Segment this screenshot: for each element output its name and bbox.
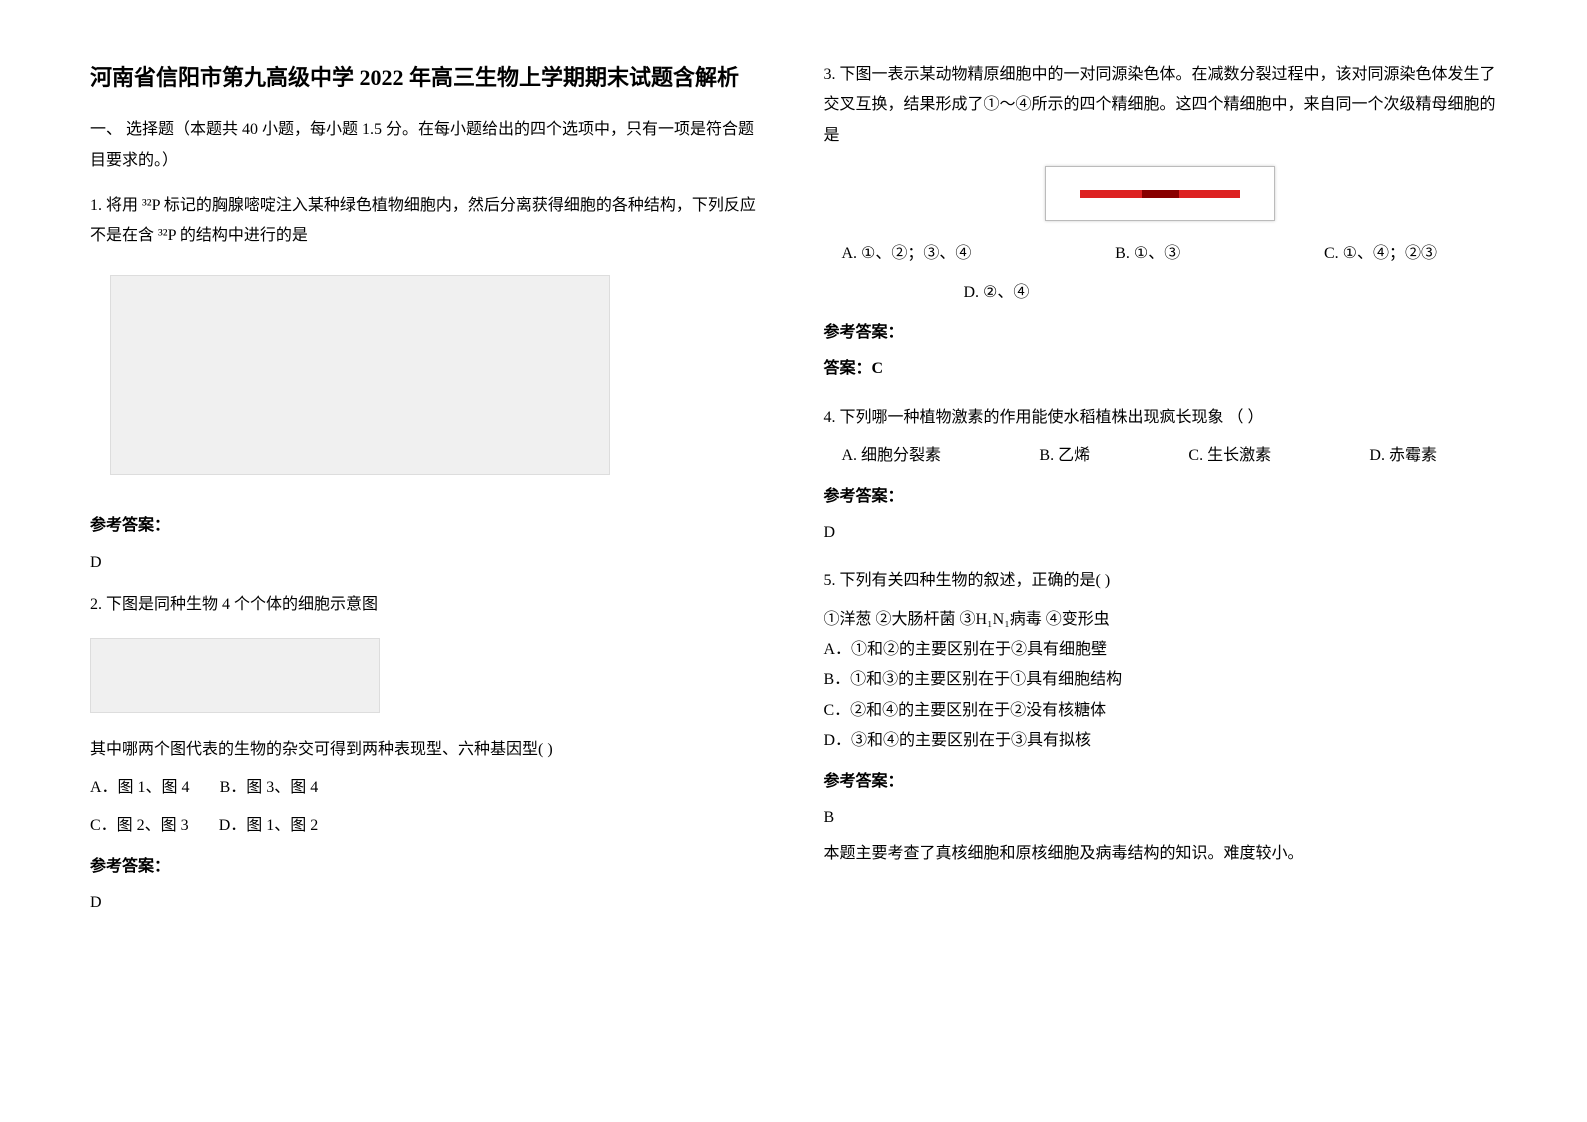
right-column: 3. 下图一表示某动物精原细胞中的一对同源染色体。在减数分裂过程中，该对同源染色…: [824, 60, 1498, 1062]
document-title: 河南省信阳市第九高级中学 2022 年高三生物上学期期末试题含解析: [90, 60, 764, 95]
q5-optC: C．②和④的主要区别在于②没有核糖体: [824, 696, 1498, 726]
q4-optA: A. 细胞分裂素: [842, 441, 942, 471]
q5-ref: 参考答案：: [824, 767, 1498, 797]
section-header: 一、 选择题（本题共 40 小题，每小题 1.5 分。在每小题给出的四个选项中，…: [90, 115, 764, 176]
question-4: 4. 下列哪一种植物激素的作用能使水稻植株出现疯长现象 （ ） A. 细胞分裂素…: [824, 403, 1498, 549]
q3-optC: C. ①、④；②③: [1324, 239, 1437, 269]
q3-text: 3. 下图一表示某动物精原细胞中的一对同源染色体。在减数分裂过程中，该对同源染色…: [824, 60, 1498, 151]
q4-optB: B. 乙烯: [1039, 441, 1090, 471]
q3-optA: A. ①、②；③、④: [842, 239, 972, 269]
q2-optC: C．图 2、图 3: [90, 811, 189, 841]
chromo-bar-1: [1080, 190, 1141, 198]
q5-optB: B．①和③的主要区别在于①具有细胞结构: [824, 665, 1498, 695]
q5-optA: A．①和②的主要区别在于②具有细胞壁: [824, 635, 1498, 665]
q2-answer: D: [90, 888, 764, 918]
question-5: 5. 下列有关四种生物的叙述，正确的是( ) ①洋葱 ②大肠杆菌 ③H₁N₁病毒…: [824, 566, 1498, 870]
chromo-bar-3: [1179, 190, 1240, 198]
chromosome-bars: [1080, 183, 1240, 204]
q5-explain: 本题主要考查了真核细胞和原核细胞及病毒结构的知识。难度较小。: [824, 839, 1498, 869]
q4-optD: D. 赤霉素: [1369, 441, 1437, 471]
q2-optA: A．图 1、图 4: [90, 773, 190, 803]
left-column: 河南省信阳市第九高级中学 2022 年高三生物上学期期末试题含解析 一、 选择题…: [90, 60, 764, 1062]
q1-text: 1. 将用 ³²P 标记的胸腺嘧啶注入某种绿色植物细胞内，然后分离获得细胞的各种…: [90, 191, 764, 252]
q5-optD: D．③和④的主要区别在于③具有拟核: [824, 726, 1498, 756]
q2-options-1: A．图 1、图 4 B．图 3、图 4: [90, 773, 764, 803]
q2-text: 2. 下图是同种生物 4 个个体的细胞示意图: [90, 590, 764, 620]
q4-ref: 参考答案：: [824, 482, 1498, 512]
chromo-bar-2: [1142, 190, 1179, 198]
q4-text: 4. 下列哪一种植物激素的作用能使水稻植株出现疯长现象 （ ）: [824, 403, 1498, 433]
question-3: 3. 下图一表示某动物精原细胞中的一对同源染色体。在减数分裂过程中，该对同源染色…: [824, 60, 1498, 385]
q4-answer: D: [824, 518, 1498, 548]
q5-text: 5. 下列有关四种生物的叙述，正确的是( ): [824, 566, 1498, 596]
q2-prompt: 其中哪两个图代表的生物的杂交可得到两种表现型、六种基因型( ): [90, 735, 764, 765]
cell-diagram-image: [90, 638, 380, 713]
q3-answer: 答案：C: [824, 354, 1498, 384]
q3-options-row2: D. ②、④: [824, 278, 1498, 308]
q3-optB: B. ①、③: [1115, 239, 1180, 269]
chromosome-image: [1045, 166, 1275, 221]
question-2: 2. 下图是同种生物 4 个个体的细胞示意图 其中哪两个图代表的生物的杂交可得到…: [90, 590, 764, 919]
q2-ref: 参考答案：: [90, 852, 764, 882]
q2-optD: D．图 1、图 2: [219, 811, 319, 841]
question-1: 1. 将用 ³²P 标记的胸腺嘧啶注入某种绿色植物细胞内，然后分离获得细胞的各种…: [90, 191, 764, 578]
q3-optD: D. ②、④: [964, 284, 1030, 301]
q4-options: A. 细胞分裂素 B. 乙烯 C. 生长激素 D. 赤霉素: [824, 441, 1498, 471]
q3-options-row: A. ①、②；③、④ B. ①、③ C. ①、④；②③: [824, 239, 1498, 269]
q4-optC: C. 生长激素: [1188, 441, 1271, 471]
q5-items: ①洋葱 ②大肠杆菌 ③H₁N₁病毒 ④变形虫: [824, 605, 1498, 635]
q3-ref: 参考答案：: [824, 318, 1498, 348]
q2-optB: B．图 3、图 4: [220, 773, 319, 803]
q1-answer: D: [90, 548, 764, 578]
formula-image: [110, 275, 610, 475]
q5-answer: B: [824, 803, 1498, 833]
q2-options-2: C．图 2、图 3 D．图 1、图 2: [90, 811, 764, 841]
q1-ref: 参考答案：: [90, 511, 764, 541]
